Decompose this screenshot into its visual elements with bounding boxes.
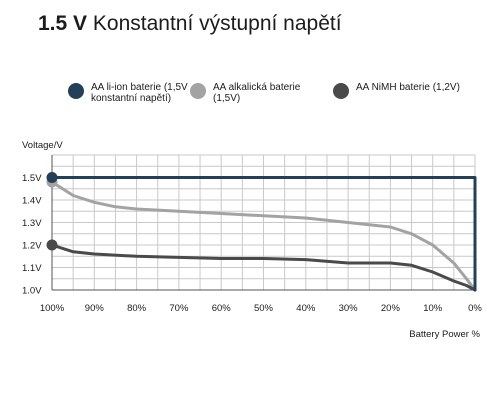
- legend-label-li-ion: AA li-ion baterie (1,5V konstantní napět…: [91, 82, 188, 104]
- y-tick-label: 1.0V: [22, 286, 42, 297]
- legend-item-alkaline: AA alkalická baterie (1,5V): [190, 82, 323, 104]
- y-tick-label: 1.2V: [22, 241, 42, 252]
- legend-swatch-alkaline: [190, 83, 206, 99]
- x-tick-label: 40%: [296, 303, 316, 314]
- x-tick-label: 70%: [169, 303, 189, 314]
- x-tick-label: 50%: [254, 303, 274, 314]
- x-tick-label: 100%: [40, 303, 65, 314]
- x-tick-label: 20%: [381, 303, 401, 314]
- chart-title: 1.5 V Konstantní výstupní napětí: [38, 12, 342, 36]
- y-tick-label: 1.1V: [22, 263, 42, 274]
- x-tick-label: 10%: [423, 303, 443, 314]
- legend-label-nimh: AA NiMH baterie (1,2V): [356, 82, 460, 93]
- legend-swatch-li-ion: [68, 83, 84, 99]
- y-tick-label: 1.5V: [22, 173, 42, 184]
- chart-title-bold: 1.5 V: [38, 12, 88, 35]
- chart-title-rest: Konstantní výstupní napětí: [92, 12, 342, 35]
- x-tick-label: 0%: [468, 303, 482, 314]
- legend-item-li-ion: AA li-ion baterie (1,5V konstantní napět…: [68, 82, 201, 104]
- start-marker-li-ion: [46, 172, 58, 183]
- y-tick-label: 1.3V: [22, 218, 42, 229]
- legend-item-nimh: AA NiMH baterie (1,2V): [333, 82, 460, 99]
- x-axis-label: Battery Power %: [409, 329, 480, 340]
- x-tick-label: 90%: [85, 303, 105, 314]
- start-marker-nimh: [46, 239, 58, 251]
- y-tick-label: 1.4V: [22, 196, 42, 207]
- legend-label-alkaline: AA alkalická baterie (1,5V): [213, 82, 301, 104]
- x-tick-label: 30%: [339, 303, 359, 314]
- legend-swatch-nimh: [333, 83, 349, 99]
- series-line-li-ion: [50, 176, 477, 292]
- series-line-nimh: [50, 243, 477, 292]
- x-tick-label: 80%: [127, 303, 147, 314]
- y-axis-label: Voltage/V: [22, 140, 63, 151]
- x-tick-label: 60%: [212, 303, 232, 314]
- series-line-alkaline: [50, 180, 477, 292]
